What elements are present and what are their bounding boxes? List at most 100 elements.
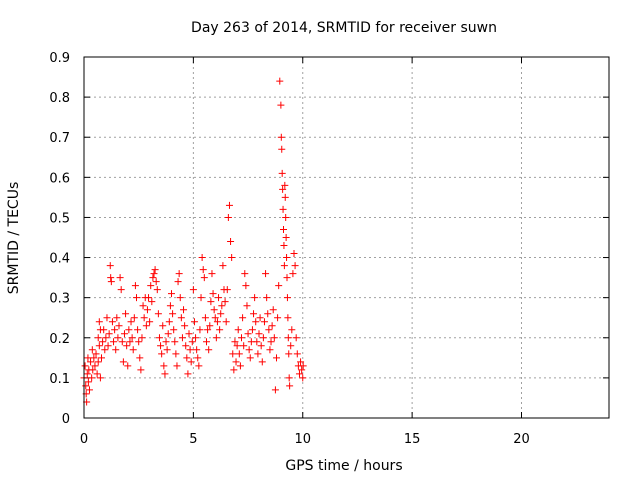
data-point: [180, 306, 188, 314]
data-point: [123, 342, 131, 350]
data-point: [181, 322, 189, 330]
data-point: [165, 318, 173, 326]
data-point: [241, 270, 249, 278]
data-point: [81, 362, 89, 370]
data-point: [151, 266, 159, 274]
data-point: [283, 254, 291, 262]
data-point: [240, 342, 248, 350]
x-tick-label: 0: [80, 432, 88, 447]
data-point: [280, 242, 288, 250]
data-point: [168, 290, 175, 298]
data-point: [172, 350, 180, 358]
data-point: [277, 133, 285, 141]
data-point: [267, 338, 275, 346]
data-point: [108, 318, 116, 326]
data-point: [145, 294, 153, 302]
data-point: [110, 338, 118, 346]
data-point: [283, 294, 291, 302]
data-point: [206, 322, 214, 330]
data-point: [127, 318, 135, 326]
data-point: [126, 338, 134, 346]
data-point: [287, 342, 295, 350]
data-point: [291, 262, 299, 270]
data-point: [253, 338, 261, 346]
x-tick-label: 10: [294, 432, 311, 447]
data-point: [133, 294, 140, 302]
data-point: [299, 374, 307, 382]
data-point: [234, 326, 242, 334]
y-tick-label: 0.8: [49, 91, 70, 106]
y-tick-label: 0: [62, 412, 70, 427]
data-point: [146, 318, 154, 326]
data-point: [125, 326, 133, 334]
data-point: [124, 362, 132, 370]
data-point: [254, 350, 262, 358]
data-point: [83, 370, 91, 378]
data-point: [264, 310, 272, 318]
data-point: [143, 306, 151, 314]
data-point: [279, 185, 287, 193]
data-point: [269, 306, 277, 314]
data-point: [137, 366, 145, 374]
data-point: [89, 366, 97, 374]
data-point: [245, 346, 253, 354]
data-point: [155, 334, 163, 342]
data-point: [284, 314, 292, 322]
data-point: [286, 382, 294, 390]
data-point: [158, 350, 166, 358]
data-point: [205, 346, 213, 354]
data-point: [280, 262, 288, 270]
data-point: [295, 370, 303, 378]
x-tick-label: 20: [513, 432, 530, 447]
data-point: [263, 294, 271, 302]
data-point: [177, 314, 185, 322]
data-point: [173, 362, 181, 370]
data-point: [228, 254, 236, 262]
data-point: [166, 302, 174, 310]
data-point: [248, 326, 256, 334]
data-point: [257, 342, 265, 350]
data-point: [116, 274, 124, 282]
data-point: [170, 326, 178, 334]
data-point: [211, 314, 219, 322]
data-point: [90, 354, 98, 362]
y-tick-label: 0.7: [49, 131, 70, 146]
data-point: [93, 370, 101, 378]
data-point: [204, 326, 212, 334]
data-point: [282, 213, 290, 221]
data-point: [230, 366, 238, 374]
y-tick-label: 0.3: [49, 292, 70, 307]
data-point: [190, 318, 198, 326]
data-point: [250, 310, 258, 318]
data-point: [266, 346, 274, 354]
data-point: [278, 145, 286, 153]
data-point: [184, 370, 192, 378]
data-point: [290, 250, 298, 258]
data-point: [85, 386, 93, 394]
data-point: [221, 298, 229, 306]
data-point: [99, 338, 107, 346]
data-point: [260, 318, 268, 326]
data-point: [185, 330, 193, 338]
data-point: [270, 334, 278, 342]
data-point: [95, 318, 103, 326]
data-point: [152, 278, 160, 286]
data-point: [103, 314, 111, 322]
data-point: [192, 334, 200, 342]
grid-lines: [84, 57, 609, 418]
data-point: [120, 330, 128, 338]
data-point: [189, 286, 197, 294]
data-point: [160, 362, 168, 370]
data-point: [217, 310, 225, 318]
data-point: [119, 358, 127, 366]
data-point: [282, 234, 290, 241]
data-point: [279, 205, 287, 213]
data-point: [182, 342, 190, 350]
data-point: [298, 366, 306, 374]
data-point: [200, 274, 208, 282]
data-point: [112, 346, 120, 354]
data-point: [122, 310, 130, 318]
data-point: [187, 358, 195, 366]
data-point: [259, 334, 267, 342]
